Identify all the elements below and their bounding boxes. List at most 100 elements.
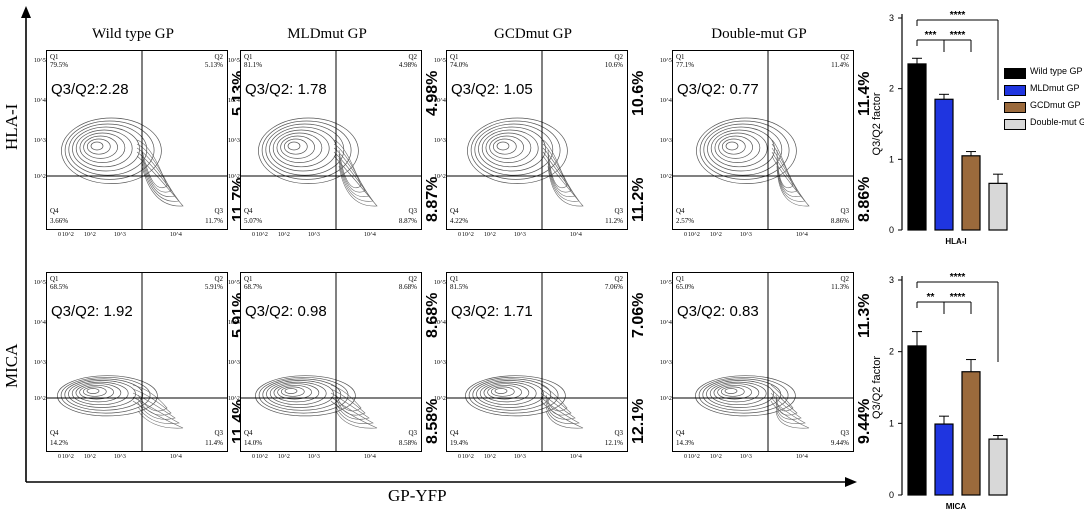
contour-line: [465, 375, 566, 417]
contour-tail: [770, 396, 806, 424]
x-tick-label: 10^4: [796, 232, 808, 238]
quadrant-label-q2: Q2: [840, 53, 849, 61]
y-tick-label: 10^2: [228, 174, 240, 180]
contour-line: [494, 388, 508, 394]
x-tick-label: 10^3: [114, 232, 126, 238]
contour-tail: [333, 155, 378, 207]
flow-panel: Q1 68.7% Q2 8.68% Q4 14.0% Q3 8.58% Q3/Q2: 0.98: [240, 272, 422, 452]
x-tick-label: 0: [58, 232, 61, 238]
contour-line: [489, 135, 524, 159]
y-tick-label: 10^3: [34, 360, 46, 366]
y-tick-label: 10^5: [34, 280, 46, 286]
contour-line: [713, 383, 760, 403]
contour-tail: [132, 396, 180, 424]
x-tick-label: 10^4: [170, 232, 182, 238]
y-tick-label: 10^2: [660, 396, 672, 402]
legend-label: MLDmut GP: [1030, 83, 1080, 93]
contour-line: [276, 132, 323, 163]
flow-panel: Q1 81.5% Q2 7.06% Q4 19.4% Q3 12.1% Q3/Q2: 1.71: [446, 272, 628, 452]
contour-plot: [47, 51, 227, 229]
q2-percent-label: 8.68%: [424, 292, 441, 338]
x-tick-label: 10^2: [84, 232, 96, 238]
quadrant-value-q2: 5.91%: [204, 283, 223, 291]
contour-line: [61, 117, 162, 184]
x-tick-label: 0: [684, 232, 687, 238]
flow-panel: Q1 77.1% Q2 11.4% Q4 2.57% Q3 8.86% Q3/Q2: 0.77: [672, 50, 854, 230]
legend-swatch: [1004, 68, 1026, 79]
quadrant-value-q2: 10.6%: [604, 61, 623, 69]
quadrant-label-q2: Q2: [214, 275, 223, 283]
contour-line: [490, 386, 515, 397]
y-tick-label: 10^5: [434, 280, 446, 286]
y-tick-label: 10^5: [228, 280, 240, 286]
contour-tail: [540, 384, 568, 412]
quadrant-label-q2: Q2: [614, 53, 623, 61]
bar-0: [907, 63, 927, 231]
y-tick-label: 0: [889, 225, 894, 235]
quadrant-value-q1: 74.0%: [450, 61, 469, 69]
y-tick-label: 10^4: [228, 320, 240, 326]
contour-line: [476, 380, 544, 408]
contour-tail: [330, 400, 378, 429]
flow-panel: Q1 81.1% Q2 4.98% Q4 5.07% Q3 8.87% Q3/Q2: 1.78: [240, 50, 422, 230]
panel-title: Wild type GP: [92, 26, 174, 42]
flow-panel: Q1 79.5% Q2 5.13% Q4 3.66% Q3 11.7% Q3/Q2:2.28: [46, 50, 228, 230]
x-tick-label: 0: [684, 454, 687, 460]
y-tick-label: 10^2: [434, 174, 446, 180]
bar-2: [961, 155, 981, 231]
contour-tail: [136, 155, 184, 207]
quadrant-label-q1: Q1: [676, 53, 685, 61]
x-tick-label: 10^2: [462, 454, 474, 460]
bar-3: [988, 182, 1008, 231]
contour-line: [699, 120, 790, 180]
legend-label: GCDmut GP: [1030, 100, 1081, 110]
q3-q2-ratio: Q3/Q2: 0.77: [677, 81, 759, 98]
contour-line: [72, 126, 140, 172]
x-tick-label: 10^2: [484, 454, 496, 460]
quadrant-value-q1: 77.1%: [676, 61, 695, 69]
quadrant-label-q1: Q1: [244, 275, 253, 283]
contour-line: [269, 126, 337, 172]
contour-line: [696, 117, 797, 184]
legend-swatch: [1004, 102, 1026, 113]
quadrant-value-q1: 68.5%: [50, 283, 69, 291]
y-tick-label: 10^4: [660, 98, 672, 104]
quadrant-value-q3: 8.86%: [830, 217, 849, 225]
contour-tail: [770, 400, 810, 429]
x-tick-label: 10^4: [570, 454, 582, 460]
quadrant-value-q3: 11.4%: [205, 439, 223, 447]
x-tick-label: 0: [252, 454, 255, 460]
q3-q2-ratio: Q3/Q2: 0.98: [245, 303, 327, 320]
q3-percent-label: 8.58%: [424, 398, 441, 444]
contour-line: [717, 384, 752, 400]
x-tick-label: 10^3: [740, 454, 752, 460]
contour-line: [71, 381, 129, 406]
bar-1: [934, 98, 954, 231]
quadrant-label-q4: Q4: [450, 207, 459, 215]
x-tick-label: 10^2: [710, 232, 722, 238]
panel-title: MLDmut GP: [287, 26, 367, 42]
quadrant-label-q1: Q1: [450, 275, 459, 283]
significance-label: ***: [925, 30, 937, 41]
quadrant-label-q3: Q3: [408, 207, 417, 215]
quadrant-value-q4: 14.3%: [676, 439, 695, 447]
y-tick-label: 2: [889, 347, 894, 357]
q3-percent-label: 12.1%: [630, 398, 647, 444]
x-tick-label: 10^2: [462, 232, 474, 238]
y-tick-label: 10^3: [660, 360, 672, 366]
contour-line: [75, 129, 133, 168]
y-tick-label: 10^2: [660, 174, 672, 180]
contour-line: [261, 120, 352, 180]
contour-tail: [770, 392, 802, 420]
quadrant-value-q2: 4.98%: [398, 61, 417, 69]
contour-tail: [540, 388, 572, 416]
x-tick-label: 10^2: [484, 232, 496, 238]
contour-line: [273, 383, 320, 403]
quadrant-label-q1: Q1: [244, 53, 253, 61]
x-tick-label: 10^2: [62, 454, 74, 460]
contour-tail: [330, 392, 370, 420]
y-label-mica: MICA: [2, 343, 21, 388]
y-axis-label: Q3/Q2 factor: [871, 92, 883, 155]
q3-q2-ratio: Q3/Q2: 0.83: [677, 303, 759, 320]
